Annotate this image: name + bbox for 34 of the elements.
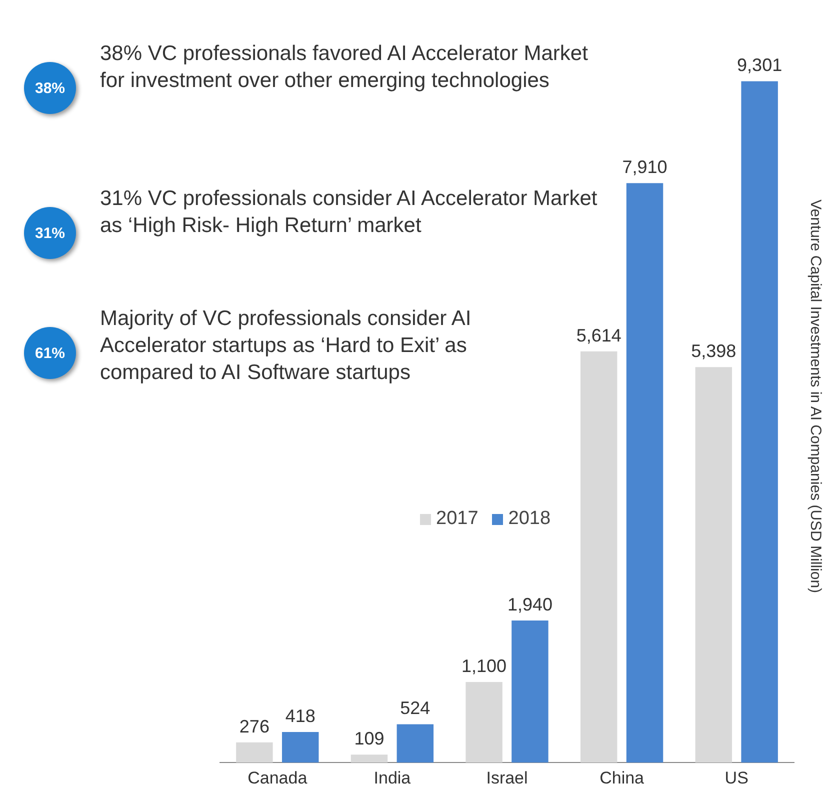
annotation: 31% VC professionals consider AI Accelerator Market as ‘High Risk- High Return’ market bbox=[100, 186, 598, 239]
data-label: 109 bbox=[354, 728, 384, 749]
bar bbox=[236, 742, 273, 763]
bar bbox=[466, 682, 502, 763]
x-tick-label: Israel bbox=[486, 768, 528, 788]
bar bbox=[350, 754, 388, 763]
x-tick-label: Canada bbox=[248, 768, 308, 788]
circle-badge: 61% bbox=[24, 327, 76, 379]
data-label: 7,910 bbox=[622, 157, 668, 178]
data-label: 5,614 bbox=[576, 325, 622, 346]
bar bbox=[282, 732, 319, 763]
x-tick-label: China bbox=[600, 768, 645, 788]
data-label: 276 bbox=[239, 716, 270, 736]
bar bbox=[626, 183, 664, 763]
data-label: 418 bbox=[285, 706, 316, 726]
data-label: 5,398 bbox=[691, 341, 736, 362]
data-label: 9,301 bbox=[737, 55, 782, 76]
circle-badge: 31% bbox=[24, 207, 76, 259]
x-tick-label: US bbox=[724, 768, 748, 788]
data-label: 1,940 bbox=[507, 594, 552, 614]
bar bbox=[396, 724, 434, 763]
legend-label: 2018 bbox=[508, 508, 551, 530]
data-label: 524 bbox=[400, 698, 430, 718]
y-axis-title: Venture Capital Investments in AI Companies (USD Million) bbox=[806, 200, 824, 594]
bar bbox=[695, 367, 732, 763]
circle-badge: 38% bbox=[24, 62, 76, 114]
annotation: 38% VC professionals favored AI Accelerator Market for investment over other emerging technologies bbox=[100, 41, 589, 94]
bar bbox=[580, 351, 618, 763]
bar bbox=[512, 620, 548, 763]
x-tick-label: India bbox=[374, 768, 412, 788]
bar bbox=[741, 81, 778, 763]
legend-label: 2017 bbox=[436, 508, 478, 530]
data-label: 1,100 bbox=[462, 656, 507, 676]
annotation: Majority of VC professionals consider AI Accelerator startups as ‘Hard to Exit’ as compared to AI Software startups bbox=[100, 306, 472, 386]
